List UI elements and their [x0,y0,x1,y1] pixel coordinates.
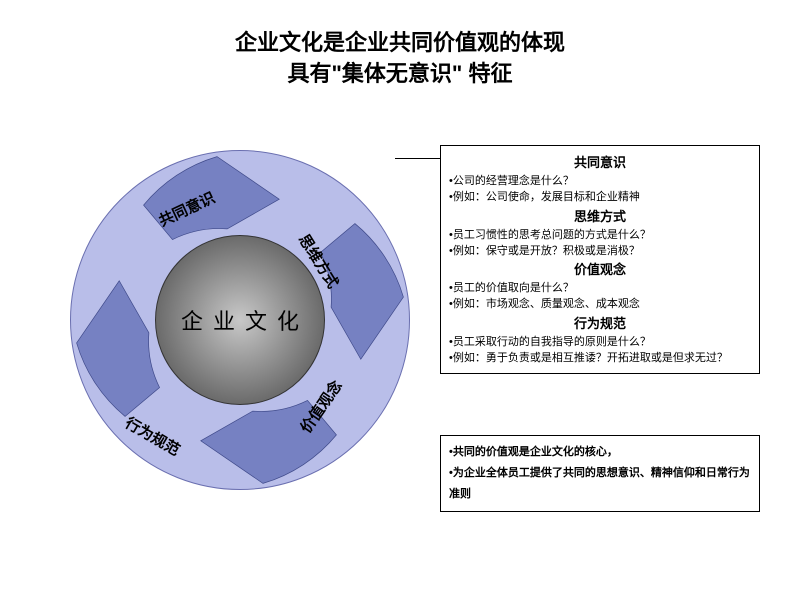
title-line-1: 企业文化是企业共同价值观的体现 [0,28,800,59]
section-3-line-1: •例如：勇于负责或是相互推诿？开拓进取或是但求无过？ [449,351,751,367]
section-3-line-0: •员工采取行动的自我指导的原则是什么？ [449,335,751,351]
section-title-1: 思维方式 [449,208,751,227]
section-title-0: 共同意识 [449,154,751,173]
summary-line-0: •共同的价值观是企业文化的核心， [449,442,751,463]
page-title: 企业文化是企业共同价值观的体现 具有"集体无意识" 特征 [0,0,800,90]
cycle-arrow-3 [77,281,160,417]
section-title-3: 行为规范 [449,315,751,334]
section-title-2: 价值观念 [449,261,751,280]
cycle-arrows [70,150,410,490]
section-1-line-0: •员工习惯性的思考总问题的方式是什么？ [449,228,751,244]
section-1-line-1: •例如：保守或是开放？积极或是消极？ [449,244,751,260]
section-0-line-0: •公司的经营理念是什么？ [449,174,751,190]
details-box: 共同意识•公司的经营理念是什么？•例如：公司使命，发展目标和企业精神思维方式•员… [440,145,760,374]
section-2-line-1: •例如：市场观念、质量观念、成本观念 [449,297,751,313]
summary-box: •共同的价值观是企业文化的核心，•为企业全体员工提供了共同的思想意识、精神信仰和… [440,435,760,512]
section-0-line-1: •例如：公司使命，发展目标和企业精神 [449,190,751,206]
cycle-diagram: 企业文化 共同意识思维方式价值观念行为规范 [70,150,410,490]
section-2-line-0: •员工的价值取向是什么？ [449,281,751,297]
cycle-arrow-1 [320,224,403,360]
summary-line-1: •为企业全体员工提供了共同的思想意识、精神信仰和日常行为准则 [449,463,751,505]
title-line-2: 具有"集体无意识" 特征 [0,59,800,90]
